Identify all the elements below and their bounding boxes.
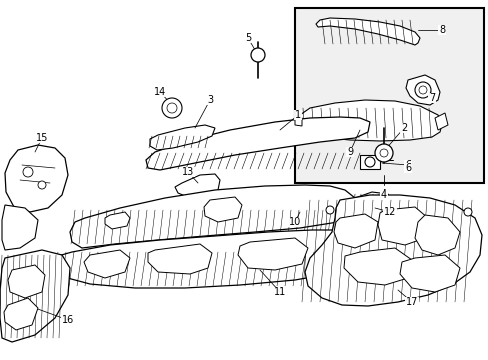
Text: 15: 15 xyxy=(36,133,48,143)
Text: 12: 12 xyxy=(383,207,395,217)
Bar xyxy=(294,8,483,183)
Circle shape xyxy=(379,149,387,157)
Polygon shape xyxy=(294,115,302,126)
Polygon shape xyxy=(105,212,130,229)
Text: 10: 10 xyxy=(288,217,301,227)
Polygon shape xyxy=(55,230,367,288)
Polygon shape xyxy=(2,205,38,250)
Text: 4: 4 xyxy=(380,189,386,199)
Polygon shape xyxy=(315,18,419,45)
Circle shape xyxy=(250,48,264,62)
Text: 14: 14 xyxy=(154,87,166,97)
Text: 13: 13 xyxy=(182,167,194,177)
Polygon shape xyxy=(5,145,68,212)
Polygon shape xyxy=(333,214,377,248)
Polygon shape xyxy=(84,250,130,278)
Circle shape xyxy=(414,82,430,98)
Circle shape xyxy=(325,206,333,214)
Text: 7: 7 xyxy=(428,93,434,103)
Polygon shape xyxy=(297,100,441,141)
Circle shape xyxy=(23,167,33,177)
Text: 17: 17 xyxy=(405,297,417,307)
Polygon shape xyxy=(305,195,481,306)
Circle shape xyxy=(38,181,46,189)
Text: 6: 6 xyxy=(404,160,410,170)
Polygon shape xyxy=(399,255,459,292)
Text: 4: 4 xyxy=(380,190,386,200)
Text: 5: 5 xyxy=(244,33,251,43)
Text: 16: 16 xyxy=(62,315,74,325)
Polygon shape xyxy=(238,238,307,270)
Polygon shape xyxy=(150,125,215,150)
Polygon shape xyxy=(405,75,439,105)
Bar xyxy=(359,155,379,169)
Circle shape xyxy=(364,157,374,167)
Circle shape xyxy=(463,208,471,216)
Circle shape xyxy=(162,98,182,118)
Text: 6: 6 xyxy=(404,163,410,173)
Polygon shape xyxy=(0,250,70,342)
Text: 1: 1 xyxy=(294,110,301,120)
Text: 8: 8 xyxy=(438,25,444,35)
Text: 2: 2 xyxy=(400,123,407,133)
Polygon shape xyxy=(377,207,427,245)
Polygon shape xyxy=(4,298,38,330)
Polygon shape xyxy=(146,117,369,170)
Circle shape xyxy=(167,103,177,113)
Polygon shape xyxy=(343,248,411,285)
Polygon shape xyxy=(70,185,354,248)
Text: 3: 3 xyxy=(206,95,213,105)
Text: 9: 9 xyxy=(346,147,352,157)
Polygon shape xyxy=(8,265,45,298)
Polygon shape xyxy=(203,197,242,222)
Polygon shape xyxy=(148,244,212,274)
Circle shape xyxy=(418,86,426,94)
Text: 11: 11 xyxy=(273,287,285,297)
Circle shape xyxy=(374,144,392,162)
Polygon shape xyxy=(175,174,220,198)
Polygon shape xyxy=(414,215,459,255)
Polygon shape xyxy=(351,192,391,220)
Polygon shape xyxy=(434,113,447,130)
